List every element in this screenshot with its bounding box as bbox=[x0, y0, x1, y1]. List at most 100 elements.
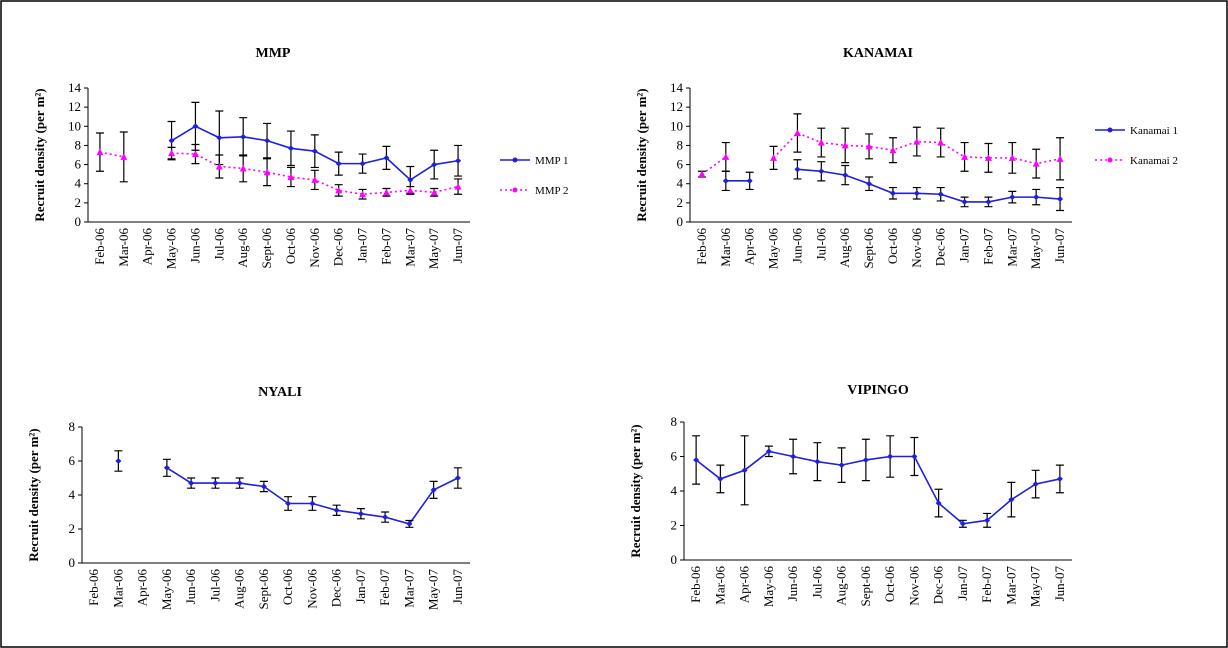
x-tick-label: Mar-06 bbox=[712, 566, 727, 605]
x-tick-label: Jan-07 bbox=[353, 569, 368, 604]
y-tick-label: 0 bbox=[671, 552, 678, 567]
marker bbox=[215, 162, 223, 170]
x-tick-label: Apr-06 bbox=[737, 566, 752, 604]
marker bbox=[1008, 154, 1016, 161]
marker bbox=[311, 148, 318, 155]
x-tick-label: May-07 bbox=[1028, 228, 1043, 270]
x-tick-label: Nov-06 bbox=[906, 566, 921, 606]
marker bbox=[311, 176, 319, 183]
y-tick-label: 8 bbox=[69, 419, 76, 434]
x-tick-label: Jun-06 bbox=[785, 566, 800, 602]
series-line bbox=[725, 168, 1061, 203]
y-tick-label: 12 bbox=[68, 99, 81, 114]
marker bbox=[115, 458, 122, 464]
x-tick-label: Jun-07 bbox=[450, 569, 465, 605]
y-tick-label: 4 bbox=[677, 176, 684, 191]
y-tick-label: 0 bbox=[677, 214, 684, 229]
marker bbox=[163, 464, 170, 471]
marker bbox=[693, 456, 700, 463]
x-tick-label: Jul-06 bbox=[809, 566, 824, 599]
x-tick-label: Aug-06 bbox=[834, 566, 849, 606]
marker bbox=[383, 154, 390, 161]
series-line bbox=[695, 450, 1061, 525]
x-tick-label: Jul-06 bbox=[813, 228, 828, 261]
marker bbox=[862, 456, 869, 463]
x-tick-label: Dec-06 bbox=[931, 566, 946, 605]
x-tick-label: Jun-07 bbox=[1052, 566, 1067, 602]
marker bbox=[335, 160, 342, 167]
marker bbox=[287, 173, 295, 181]
x-tick-label: Nov-06 bbox=[304, 569, 319, 609]
y-tick-label: 4 bbox=[671, 483, 678, 498]
x-tick-label: May-07 bbox=[426, 228, 441, 270]
x-tick-label: May-06 bbox=[164, 228, 179, 270]
marker bbox=[430, 486, 437, 493]
legend-label: Kanamai 1 bbox=[1130, 125, 1178, 137]
marker bbox=[382, 188, 390, 196]
marker bbox=[188, 480, 195, 487]
marker bbox=[287, 145, 294, 152]
marker bbox=[1008, 496, 1015, 503]
x-tick-label: Feb-07 bbox=[377, 569, 392, 606]
y-tick-label: 0 bbox=[75, 214, 82, 229]
x-tick-label: Jun-06 bbox=[187, 228, 202, 264]
x-tick-label: Sept-06 bbox=[259, 228, 274, 269]
y-axis-label: Recruit density (per m²) bbox=[628, 424, 643, 557]
marker bbox=[240, 133, 247, 140]
chart-title: NYALI bbox=[258, 385, 302, 400]
marker bbox=[746, 177, 753, 184]
marker bbox=[1032, 481, 1039, 488]
x-tick-label: Feb-07 bbox=[378, 228, 393, 265]
chart-title: VIPINGO bbox=[847, 383, 909, 398]
y-tick-label: 4 bbox=[75, 176, 82, 191]
x-tick-label: Apr-06 bbox=[140, 228, 155, 266]
x-tick-label: May-07 bbox=[426, 569, 441, 611]
marker bbox=[794, 166, 801, 173]
marker bbox=[911, 453, 918, 460]
x-tick-label: Mar-07 bbox=[401, 569, 416, 608]
marker bbox=[770, 154, 778, 161]
marker bbox=[309, 500, 316, 507]
marker bbox=[841, 141, 849, 149]
marker bbox=[913, 138, 921, 145]
y-tick-label: 6 bbox=[75, 157, 82, 172]
marker bbox=[260, 483, 267, 490]
marker bbox=[357, 510, 364, 517]
marker bbox=[239, 164, 247, 172]
marker bbox=[406, 520, 413, 527]
y-axis-label: Recruit density (per m²) bbox=[26, 428, 41, 561]
marker bbox=[937, 191, 944, 198]
x-tick-label: Jul-06 bbox=[211, 228, 226, 261]
marker bbox=[961, 153, 969, 160]
y-tick-label: 12 bbox=[670, 99, 683, 114]
x-tick-label: Aug-06 bbox=[837, 228, 852, 268]
marker bbox=[407, 176, 414, 183]
marker bbox=[887, 453, 894, 460]
marker bbox=[1032, 160, 1040, 167]
marker bbox=[790, 453, 797, 460]
marker bbox=[1057, 196, 1064, 203]
marker bbox=[814, 458, 821, 465]
x-tick-label: Apr-06 bbox=[135, 569, 150, 607]
y-tick-label: 4 bbox=[69, 487, 76, 502]
x-tick-label: Feb-06 bbox=[694, 228, 709, 265]
y-tick-label: 2 bbox=[677, 195, 684, 210]
x-tick-label: Feb-06 bbox=[86, 569, 101, 606]
marker bbox=[1033, 194, 1040, 201]
legend-marker bbox=[1107, 127, 1113, 133]
marker bbox=[335, 186, 343, 194]
x-tick-label: Sept-06 bbox=[858, 566, 873, 607]
x-tick-label: Dec-06 bbox=[329, 569, 344, 608]
x-tick-label: Feb-07 bbox=[979, 566, 994, 603]
x-tick-label: Aug-06 bbox=[232, 569, 247, 609]
x-tick-label: Jun-06 bbox=[789, 228, 804, 264]
x-tick-label: Apr-06 bbox=[742, 228, 757, 266]
x-tick-label: Nov-06 bbox=[307, 228, 322, 268]
x-tick-label: Dec-06 bbox=[933, 228, 948, 267]
marker bbox=[984, 517, 991, 524]
x-tick-label: Jan-07 bbox=[355, 228, 370, 263]
marker bbox=[120, 153, 128, 160]
x-tick-label: Jan-07 bbox=[957, 228, 972, 263]
marker bbox=[359, 160, 366, 167]
marker bbox=[741, 467, 748, 474]
